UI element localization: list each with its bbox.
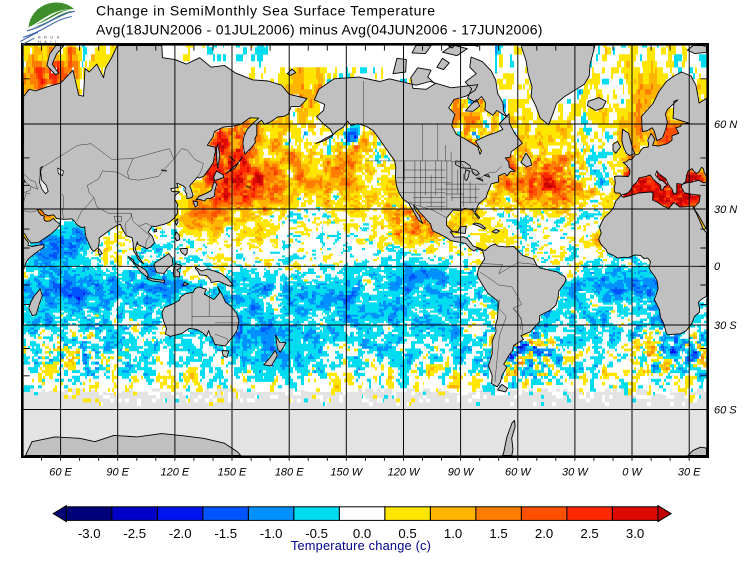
svg-text:-2.0: -2.0 [169,526,192,541]
svg-text:0 W: 0 W [622,466,643,478]
svg-text:120 E: 120 E [161,466,190,478]
svg-text:60 N: 60 N [714,119,737,131]
svg-text:BRUA: BRUA [38,35,63,40]
svg-text:30 S: 30 S [714,320,737,332]
svg-text:Change in SemiMonthly Sea Surf: Change in SemiMonthly Sea Surface Temper… [96,3,436,19]
svg-text:60 S: 60 S [714,404,737,416]
svg-text:30 E: 30 E [678,466,701,478]
svg-text:1.5: 1.5 [489,526,507,541]
svg-text:2.5: 2.5 [580,526,598,541]
svg-text:30 W: 30 W [562,466,589,478]
svg-text:-1.5: -1.5 [214,526,237,541]
svg-text:Temperature change (c): Temperature change (c) [291,538,431,553]
svg-text:0: 0 [714,261,721,273]
svg-text:180 E: 180 E [275,466,304,478]
svg-text:-1.0: -1.0 [260,526,283,541]
svg-text:HAII: HAII [38,39,59,44]
svg-text:3.0: 3.0 [626,526,644,541]
svg-text:2.0: 2.0 [535,526,553,541]
svg-text:0.0: 0.0 [353,526,371,541]
svg-text:120 W: 120 W [388,466,421,478]
svg-text:60 E: 60 E [49,466,72,478]
svg-text:90 W: 90 W [448,466,475,478]
svg-text:1.0: 1.0 [444,526,462,541]
svg-text:150 W: 150 W [330,466,363,478]
svg-text:30 N: 30 N [714,204,737,216]
svg-text:-2.5: -2.5 [123,526,146,541]
svg-text:Avg(18JUN2006 - 01JUL2006) min: Avg(18JUN2006 - 01JUL2006) minus Avg(04J… [96,22,543,38]
svg-text:90 E: 90 E [106,466,129,478]
svg-text:-3.0: -3.0 [78,526,101,541]
svg-text:-0.5: -0.5 [305,526,328,541]
svg-text:60 W: 60 W [505,466,532,478]
svg-text:0.5: 0.5 [398,526,416,541]
svg-text:150 E: 150 E [218,466,247,478]
